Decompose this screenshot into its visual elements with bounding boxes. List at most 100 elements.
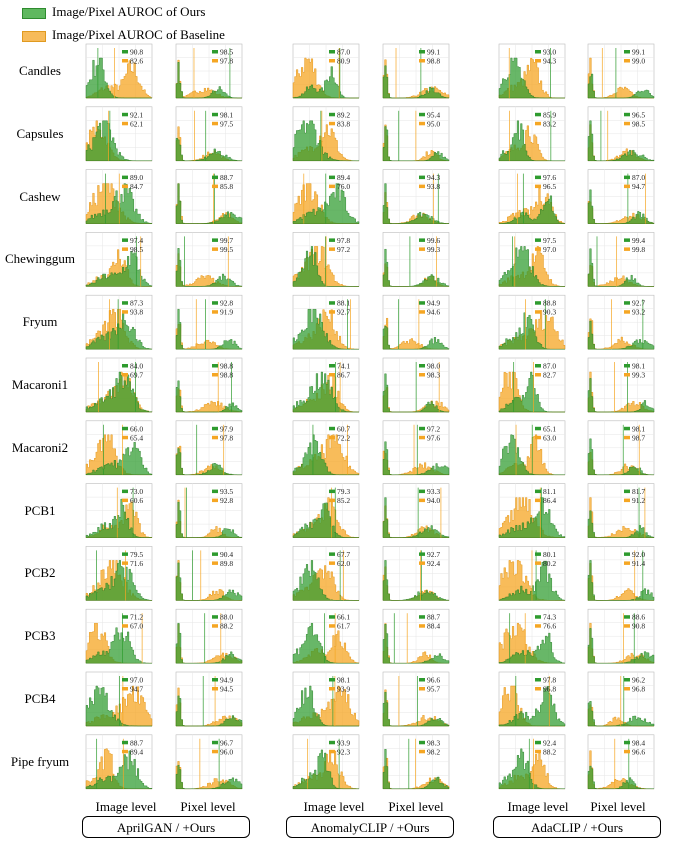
histogram-panel: 89.476.0 xyxy=(292,169,360,224)
histogram-panel: 92.162.1 xyxy=(85,106,153,162)
baseline-swatch xyxy=(329,624,335,628)
ours-histogram xyxy=(292,623,359,664)
ours-histogram xyxy=(175,138,243,161)
baseline-swatch xyxy=(212,624,218,628)
baseline-auroc-value: 93.8 xyxy=(427,182,440,191)
histogram-panel: 87.082.7 xyxy=(498,357,566,413)
baseline-swatch xyxy=(624,687,630,691)
baseline-auroc-value: 61.7 xyxy=(337,622,350,631)
ours-histogram xyxy=(85,627,152,664)
ours-auroc-value: 90.4 xyxy=(220,550,233,559)
ours-swatch xyxy=(535,678,541,682)
col-label-image-2: Image level xyxy=(303,799,365,814)
baseline-swatch xyxy=(329,561,335,565)
ours-histogram xyxy=(85,685,152,727)
ours-swatch xyxy=(535,615,541,619)
baseline-swatch xyxy=(535,121,541,126)
baseline-swatch xyxy=(212,184,218,189)
ours-auroc-value: 99.1 xyxy=(632,48,645,57)
ours-auroc-value: 90.8 xyxy=(130,48,143,57)
baseline-swatch xyxy=(329,121,335,126)
baseline-auroc-value: 89.8 xyxy=(220,559,233,568)
baseline-swatch xyxy=(535,687,541,691)
ours-histogram xyxy=(292,246,359,287)
ours-auroc-value: 67.7 xyxy=(337,550,350,559)
baseline-swatch xyxy=(624,624,630,628)
baseline-swatch xyxy=(212,749,218,754)
ours-auroc-value: 94.9 xyxy=(427,299,440,308)
ours-swatch xyxy=(419,426,425,431)
ours-auroc-value: 74.3 xyxy=(543,613,556,622)
ours-auroc-value: 98.8 xyxy=(220,362,233,371)
ours-swatch xyxy=(535,50,541,54)
row-label: Pipe fryum xyxy=(10,753,70,769)
baseline-swatch xyxy=(624,310,630,314)
histogram-panel: 98.898.8 xyxy=(175,357,243,413)
histogram-panel: 98.398.2 xyxy=(382,734,450,790)
histogram-panel: 93.094.3 xyxy=(498,43,566,99)
histogram-panel: 88.690.8 xyxy=(587,608,655,664)
ours-auroc-value: 97.9 xyxy=(220,424,233,433)
histogram-panel: 99.799.5 xyxy=(175,232,243,287)
histogram-panel: 96.796.0 xyxy=(175,734,243,790)
histogram-panel: 88.890.3 xyxy=(498,294,566,350)
histogram-panel: 79.571.6 xyxy=(85,546,153,601)
ours-histogram xyxy=(587,765,654,789)
histogram-panel: 60.772.2 xyxy=(292,420,360,476)
ours-auroc-value: 87.0 xyxy=(543,362,556,371)
ours-auroc-value: 87.0 xyxy=(632,173,645,182)
baseline-auroc-value: 83.8 xyxy=(337,119,350,128)
ours-swatch xyxy=(535,364,541,368)
ours-swatch xyxy=(122,112,128,117)
baseline-auroc-value: 91.2 xyxy=(632,496,645,505)
ours-auroc-value: 88.7 xyxy=(220,173,233,182)
ours-histogram xyxy=(382,65,450,99)
method-box-adaclip: AdaCLIP / +Ours xyxy=(493,816,661,838)
col-label-pixel-3: Pixel level xyxy=(590,799,646,814)
histogram-panel: 99.198.8 xyxy=(382,43,450,99)
baseline-swatch xyxy=(419,310,425,314)
histogram-panel: 73.060.6 xyxy=(85,483,153,538)
baseline-auroc-value: 90.3 xyxy=(543,308,556,317)
ours-histogram xyxy=(498,312,565,350)
baseline-auroc-value: 82.7 xyxy=(543,371,556,380)
legend-ours-swatch xyxy=(22,7,46,19)
ours-swatch xyxy=(419,238,425,242)
histogram-panel: 97.997.8 xyxy=(175,420,243,476)
histogram-panel: 74.376.6 xyxy=(498,608,566,664)
ours-auroc-value: 89.4 xyxy=(337,173,350,182)
ours-swatch xyxy=(624,678,630,682)
ours-auroc-value: 98.1 xyxy=(337,676,350,685)
ours-histogram xyxy=(85,442,153,475)
baseline-auroc-value: 92.3 xyxy=(337,747,350,756)
baseline-auroc-value: 69.7 xyxy=(130,371,143,380)
baseline-swatch xyxy=(419,498,425,503)
method-box-anomalyclip: AnomalyCLIP / +Ours xyxy=(286,816,454,838)
histogram-panel: 65.163.0 xyxy=(498,420,566,476)
baseline-swatch xyxy=(122,59,128,63)
histogram-panel: 96.695.7 xyxy=(382,671,450,727)
baseline-swatch xyxy=(624,59,630,63)
baseline-swatch xyxy=(122,373,128,377)
baseline-auroc-value: 96.6 xyxy=(632,747,645,756)
baseline-auroc-value: 98.8 xyxy=(220,371,233,380)
ours-histogram xyxy=(85,120,152,161)
row-label: PCB4 xyxy=(24,691,56,706)
histogram-panel: 74.186.7 xyxy=(292,357,360,413)
baseline-swatch xyxy=(212,59,218,63)
baseline-auroc-value: 96.8 xyxy=(543,685,556,694)
ours-auroc-value: 81.1 xyxy=(543,487,556,496)
baseline-swatch xyxy=(329,687,335,691)
ours-swatch xyxy=(419,678,425,682)
baseline-auroc-value: 65.4 xyxy=(130,433,143,442)
ours-swatch xyxy=(329,489,335,494)
ours-histogram xyxy=(175,501,243,538)
histogram-panel: 98.198.7 xyxy=(587,420,655,476)
legend-ours: Image/Pixel AUROC of Ours xyxy=(22,4,205,20)
ours-swatch xyxy=(624,364,630,368)
baseline-swatch xyxy=(329,184,335,189)
ours-swatch xyxy=(122,175,128,180)
ours-auroc-value: 93.3 xyxy=(427,487,440,496)
baseline-auroc-value: 99.8 xyxy=(632,245,645,254)
ours-histogram xyxy=(587,560,655,601)
